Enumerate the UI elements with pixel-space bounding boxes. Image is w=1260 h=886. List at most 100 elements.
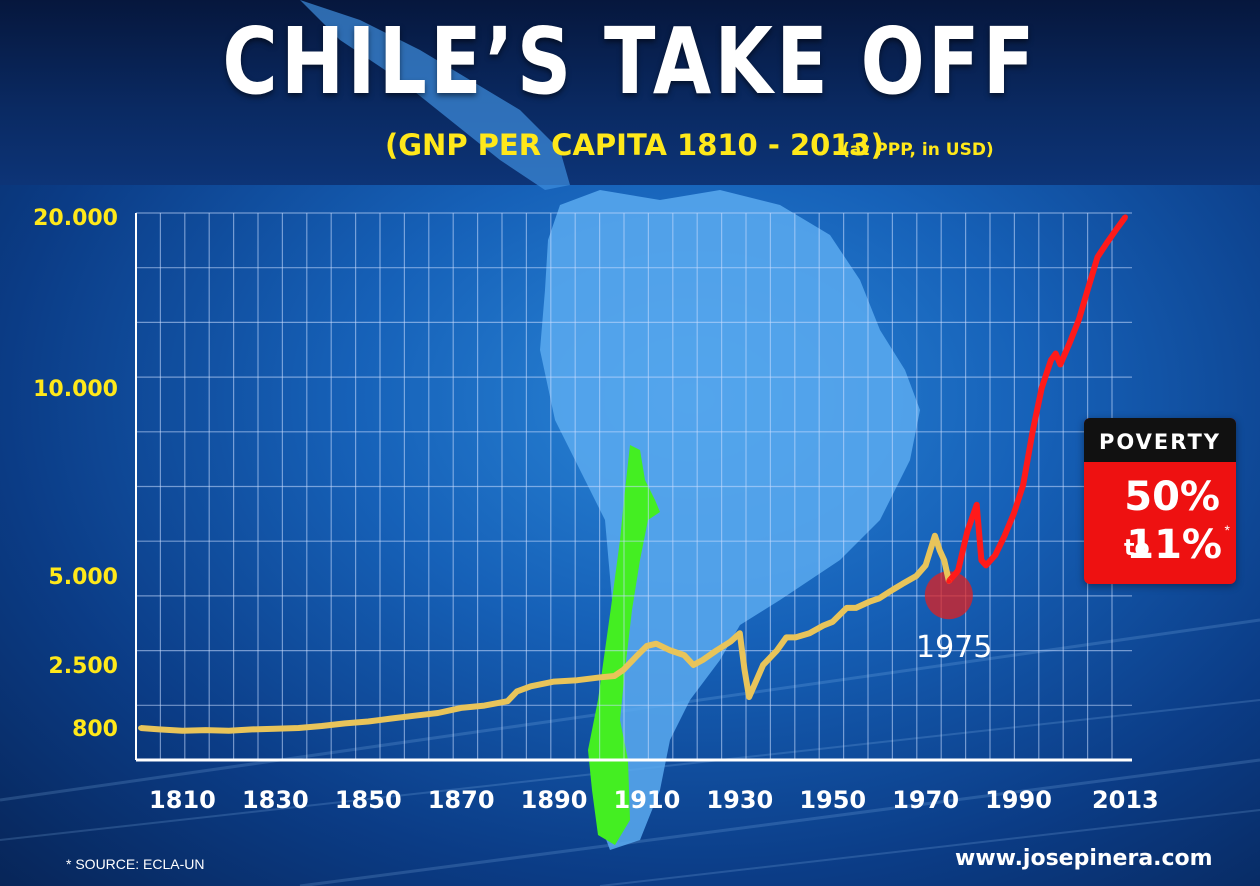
data-point-pre-1975 [741, 667, 748, 673]
data-point-post-1975 [983, 562, 989, 568]
data-point-pre-1975 [690, 662, 696, 668]
data-point-post-1975 [974, 502, 980, 508]
x-tick-label: 1970 [892, 786, 959, 814]
data-point-pre-1975 [844, 605, 850, 611]
data-point-pre-1975 [179, 728, 186, 734]
chart-grid [135, 212, 1132, 762]
data-point-pre-1975 [249, 726, 255, 732]
series-points [138, 214, 1128, 734]
data-point-post-1975 [1085, 285, 1091, 291]
data-point-pre-1975 [504, 698, 511, 704]
x-tick-label: 1850 [335, 786, 402, 814]
x-tick-label: 2013 [1092, 786, 1159, 814]
data-point-pre-1975 [727, 638, 734, 645]
data-point-pre-1975 [792, 634, 799, 640]
data-point-post-1975 [1053, 350, 1059, 357]
data-point-pre-1975 [820, 622, 827, 629]
data-point-pre-1975 [412, 713, 418, 719]
poverty-to-word: to [1124, 536, 1150, 561]
y-tick-label: 5.000 [48, 565, 118, 590]
data-point-pre-1975 [653, 641, 659, 647]
data-point-post-1975 [1011, 510, 1017, 516]
data-point-post-1975 [1057, 361, 1063, 368]
y-tick-label: 10.000 [33, 377, 118, 402]
data-point-pre-1975 [737, 630, 743, 636]
data-point-post-1975 [1076, 316, 1082, 323]
data-point-pre-1975 [365, 718, 371, 725]
data-point-pre-1975 [138, 725, 144, 731]
data-point-pre-1975 [528, 683, 534, 689]
data-point-pre-1975 [226, 728, 232, 734]
data-point-post-1975 [955, 568, 961, 574]
data-point-post-1975 [1001, 533, 1008, 539]
data-point-pre-1975 [923, 562, 929, 568]
x-tick-label: 1950 [799, 786, 866, 814]
data-point-pre-1975 [203, 727, 209, 733]
data-point-post-1975 [1104, 240, 1110, 246]
data-point-post-1975 [1094, 254, 1101, 260]
data-point-pre-1975 [272, 726, 278, 732]
data-point-pre-1975 [806, 630, 813, 636]
data-point-pre-1975 [435, 710, 441, 716]
poverty-footnote-marker: * [1224, 522, 1230, 538]
data-point-post-1975 [1039, 385, 1045, 391]
data-point-pre-1975 [941, 557, 947, 563]
x-tick-label: 1910 [614, 786, 681, 814]
data-point-pre-1975 [932, 533, 938, 539]
data-point-post-1975 [1067, 340, 1073, 346]
y-tick-label: 20.000 [33, 206, 118, 231]
data-point-pre-1975 [621, 667, 627, 673]
data-point-post-1975 [1122, 214, 1128, 220]
data-point-pre-1975 [700, 657, 706, 663]
data-point-pre-1975 [899, 581, 906, 587]
y-tick-label: 2.500 [48, 654, 118, 679]
data-point-pre-1975 [714, 647, 720, 654]
data-point-pre-1975 [388, 715, 395, 722]
series-line-post-1975 [946, 215, 1128, 584]
website-link[interactable]: www.josepinera.com [955, 846, 1213, 871]
chart-subtitle: (GNP PER CAPITA 1810 - 2013) [385, 128, 884, 162]
poverty-heading: POVERTY [1084, 418, 1236, 462]
data-point-pre-1975 [867, 598, 873, 605]
data-point-pre-1975 [853, 605, 859, 611]
source-note: * SOURCE: ECLA-UN [66, 856, 205, 872]
x-tick-label: 1930 [706, 786, 773, 814]
data-point-post-1975 [1020, 482, 1026, 488]
south-america-continent [540, 190, 920, 850]
data-point-pre-1975 [597, 674, 604, 680]
annotation-1975: 1975 [916, 630, 993, 665]
poverty-callout: POVERTY 50% to 11% * [1084, 418, 1236, 584]
y-axis-ticks: 20.000 10.000 5.000 2.500 800 [33, 206, 118, 742]
x-tick-label: 1870 [428, 786, 495, 814]
poverty-from-value: 50% [1124, 474, 1220, 520]
data-point-pre-1975 [890, 586, 896, 593]
data-point-pre-1975 [936, 547, 943, 553]
data-point-pre-1975 [295, 725, 302, 731]
y-tick-label: 800 [72, 717, 118, 742]
data-point-pre-1975 [342, 720, 348, 726]
data-point-pre-1975 [458, 705, 464, 711]
data-point-pre-1975 [783, 634, 789, 640]
data-point-pre-1975 [746, 694, 752, 700]
x-tick-label: 1830 [242, 786, 309, 814]
data-point-pre-1975 [681, 652, 687, 658]
data-point-pre-1975 [667, 647, 673, 654]
data-point-pre-1975 [913, 573, 919, 579]
data-point-post-1975 [978, 557, 984, 563]
data-point-post-1975 [1113, 227, 1119, 233]
poverty-to-value: 11% [1126, 522, 1222, 568]
data-point-post-1975 [1048, 357, 1054, 363]
data-point-pre-1975 [551, 679, 557, 685]
x-axis-ticks: 1810 1830 1850 1870 1890 1910 1930 1950 1970 1990… [149, 786, 1159, 814]
page-title: CHILE’S TAKE OFF [222, 8, 1038, 115]
data-point-post-1975 [964, 528, 971, 534]
data-point-pre-1975 [644, 643, 650, 649]
x-tick-label: 1810 [149, 786, 216, 814]
data-point-pre-1975 [514, 688, 520, 695]
data-point-pre-1975 [751, 683, 757, 689]
data-point-pre-1975 [876, 595, 882, 601]
data-point-post-1975 [992, 552, 998, 558]
data-point-post-1975 [1029, 429, 1036, 435]
